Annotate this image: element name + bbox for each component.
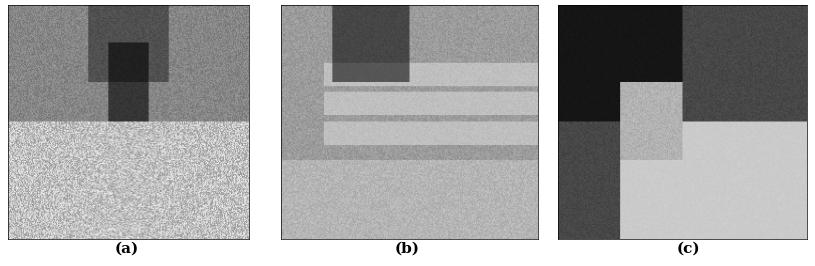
Text: (a): (a) [114,241,139,255]
Text: (c): (c) [677,241,700,255]
Text: (b): (b) [395,241,420,255]
